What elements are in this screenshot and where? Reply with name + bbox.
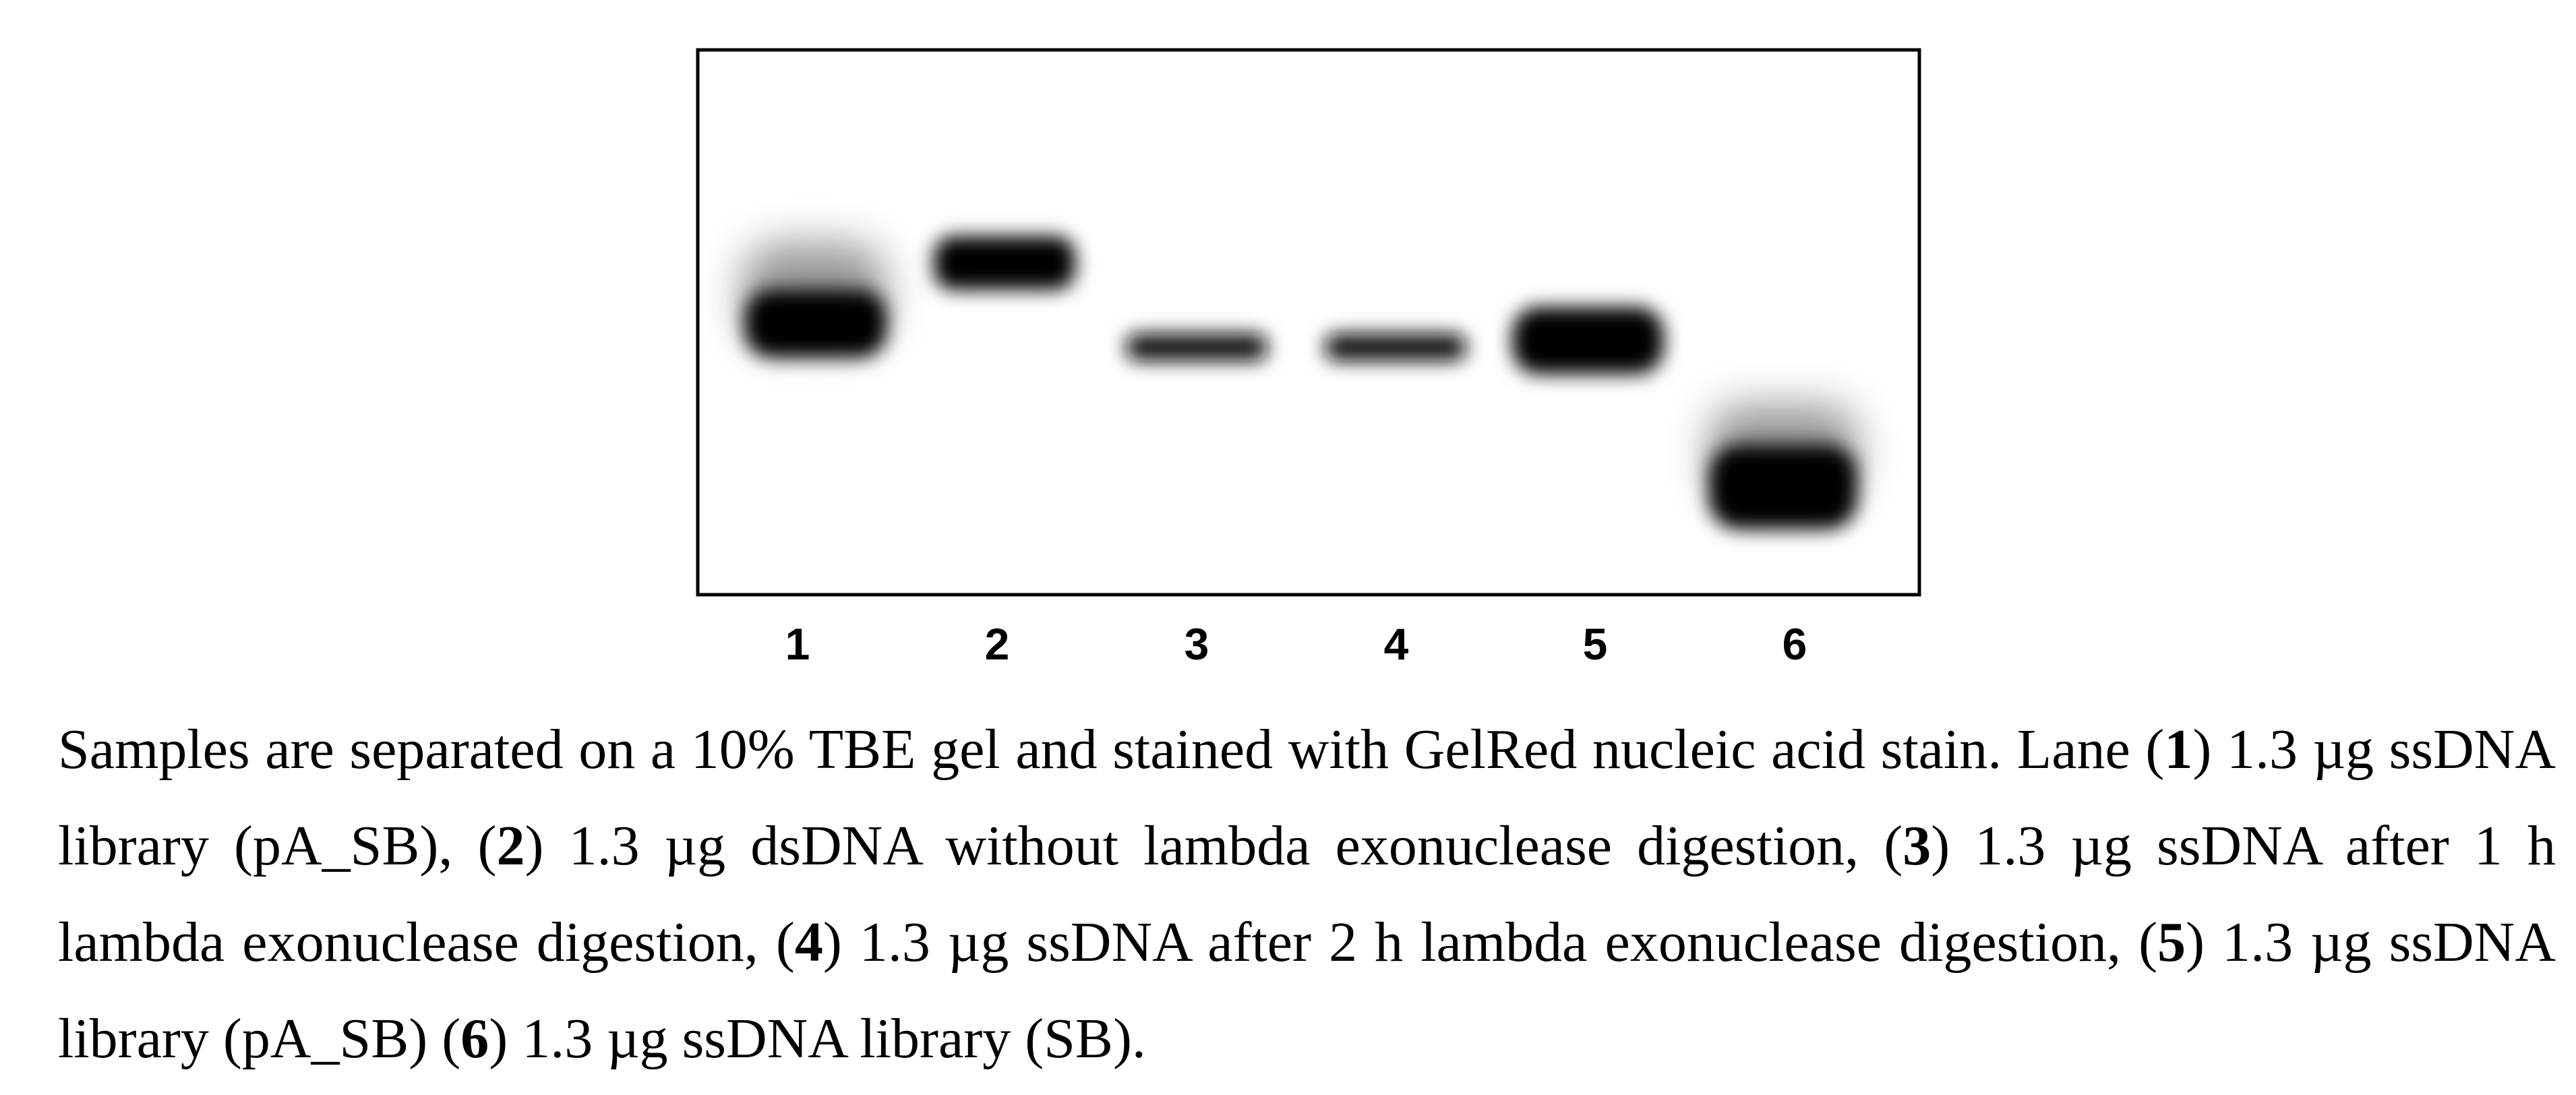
lane-ref: 2 — [496, 815, 525, 877]
caption-text: ) 1.3 µg ssDNA library (pA_SB), ( — [58, 718, 2556, 877]
lane-label: 3 — [1185, 619, 1209, 669]
lane-label: 4 — [1384, 619, 1409, 669]
caption-text: ) 1.3 µg ssDNA after 1 h lambda exonucle… — [58, 815, 2556, 974]
gel-figure: 1 2 3 4 5 6 — [696, 48, 1921, 669]
lane-label: 2 — [985, 619, 1010, 669]
caption-text: ) 1.3 µg dsDNA without lambda exonucleas… — [525, 815, 1903, 877]
caption-text: ) 1.3 µg ssDNA library (pA_SB) ( — [58, 911, 2556, 1070]
caption-text: ) 1.3 µg ssDNA after 2 h lambda exonucle… — [822, 911, 2158, 974]
caption-text: ) 1.3 µg ssDNA library (SB). — [489, 1007, 1146, 1070]
lane-ref: 4 — [794, 911, 823, 974]
lane-ref: 6 — [460, 1007, 489, 1070]
caption: Samples are separated on a 10% TBE gel a… — [58, 701, 2556, 1087]
lane-label: 5 — [1583, 619, 1608, 669]
lane-label: 1 — [785, 619, 810, 669]
lane-ref: 5 — [2157, 911, 2186, 974]
lane-ref: 1 — [2164, 718, 2193, 781]
caption-text: Samples are separated on a 10% TBE gel a… — [58, 718, 2165, 781]
bands — [742, 236, 1857, 529]
lane-ref: 3 — [1903, 815, 1931, 877]
lane-label: 6 — [1783, 619, 1807, 669]
